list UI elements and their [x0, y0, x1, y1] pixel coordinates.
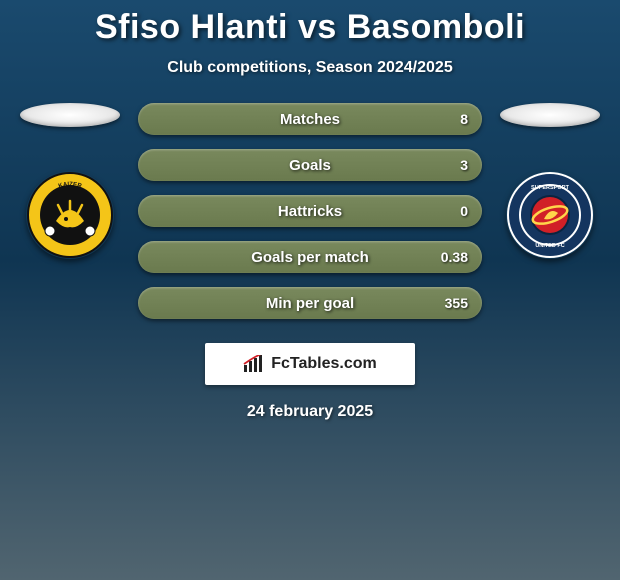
stat-label: Matches	[280, 111, 340, 128]
svg-text:UNITED FC: UNITED FC	[535, 243, 564, 249]
right-club-badge: SUPERSPORT UNITED FC	[506, 171, 594, 259]
stat-label: Hattricks	[278, 203, 342, 220]
stat-label: Min per goal	[266, 295, 354, 312]
stat-bar: Matches 8	[138, 103, 482, 135]
stat-value-right: 3	[460, 157, 468, 173]
stat-label: Goals per match	[251, 249, 369, 266]
stat-bar: Hattricks 0	[138, 195, 482, 227]
stat-value-right: 355	[445, 295, 468, 311]
supersport-united-icon: SUPERSPORT UNITED FC	[506, 171, 594, 259]
attribution-text: FcTables.com	[271, 355, 377, 373]
stat-bar: Min per goal 355	[138, 287, 482, 319]
stat-bar: Goals 3	[138, 149, 482, 181]
left-side: KAIZER	[10, 103, 130, 259]
stats-column: Matches 8 Goals 3 Hattricks 0 Goals per match 0…	[130, 103, 490, 319]
left-club-badge: KAIZER	[26, 171, 114, 259]
svg-text:SUPERSPORT: SUPERSPORT	[531, 185, 570, 191]
right-player-placeholder	[500, 103, 600, 127]
page-title: Sfiso Hlanti vs Basomboli	[0, 0, 620, 47]
stat-value-right: 0.38	[441, 249, 468, 265]
stat-value-right: 8	[460, 111, 468, 127]
bar-chart-icon	[243, 355, 265, 373]
left-player-placeholder	[20, 103, 120, 127]
attribution-box: FcTables.com	[205, 343, 415, 385]
kaizer-chiefs-icon: KAIZER	[26, 171, 114, 259]
date-text: 24 february 2025	[0, 403, 620, 421]
right-side: SUPERSPORT UNITED FC	[490, 103, 610, 259]
stat-label: Goals	[289, 157, 331, 174]
stat-value-right: 0	[460, 203, 468, 219]
comparison-area: KAIZER Matches 8 Goals 3 Hattricks 0 Goals per…	[0, 103, 620, 319]
subtitle: Club competitions, Season 2024/2025	[0, 59, 620, 77]
stat-bar: Goals per match 0.38	[138, 241, 482, 273]
